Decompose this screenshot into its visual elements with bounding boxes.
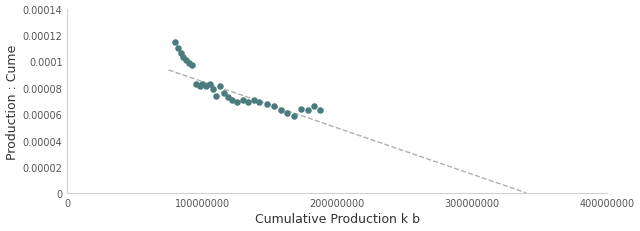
Point <box>237 98 248 102</box>
X-axis label: Cumulative Production k b: Cumulative Production k b <box>255 213 420 225</box>
Point <box>243 101 253 105</box>
Point <box>197 83 207 86</box>
Point <box>262 102 272 106</box>
Point <box>314 109 324 112</box>
Point <box>223 96 233 100</box>
Point <box>195 85 205 89</box>
Point <box>289 114 299 118</box>
Point <box>186 64 196 68</box>
Point <box>215 85 225 89</box>
Point <box>302 109 312 112</box>
Point <box>170 40 180 44</box>
Point <box>191 83 201 86</box>
Point <box>179 56 189 60</box>
Point <box>296 108 306 111</box>
Point <box>227 98 237 102</box>
Point <box>269 105 279 109</box>
Point <box>232 101 243 105</box>
Point <box>248 98 259 102</box>
Point <box>184 62 194 65</box>
Point <box>175 52 186 56</box>
Point <box>211 94 221 98</box>
Point <box>181 59 191 63</box>
Point <box>275 109 285 112</box>
Point <box>208 88 218 91</box>
Point <box>173 47 183 51</box>
Point <box>201 85 211 89</box>
Point <box>219 92 229 95</box>
Point <box>205 83 216 86</box>
Y-axis label: Production : Cume: Production : Cume <box>6 44 19 159</box>
Point <box>282 112 292 115</box>
Point <box>254 101 264 105</box>
Point <box>309 105 319 109</box>
